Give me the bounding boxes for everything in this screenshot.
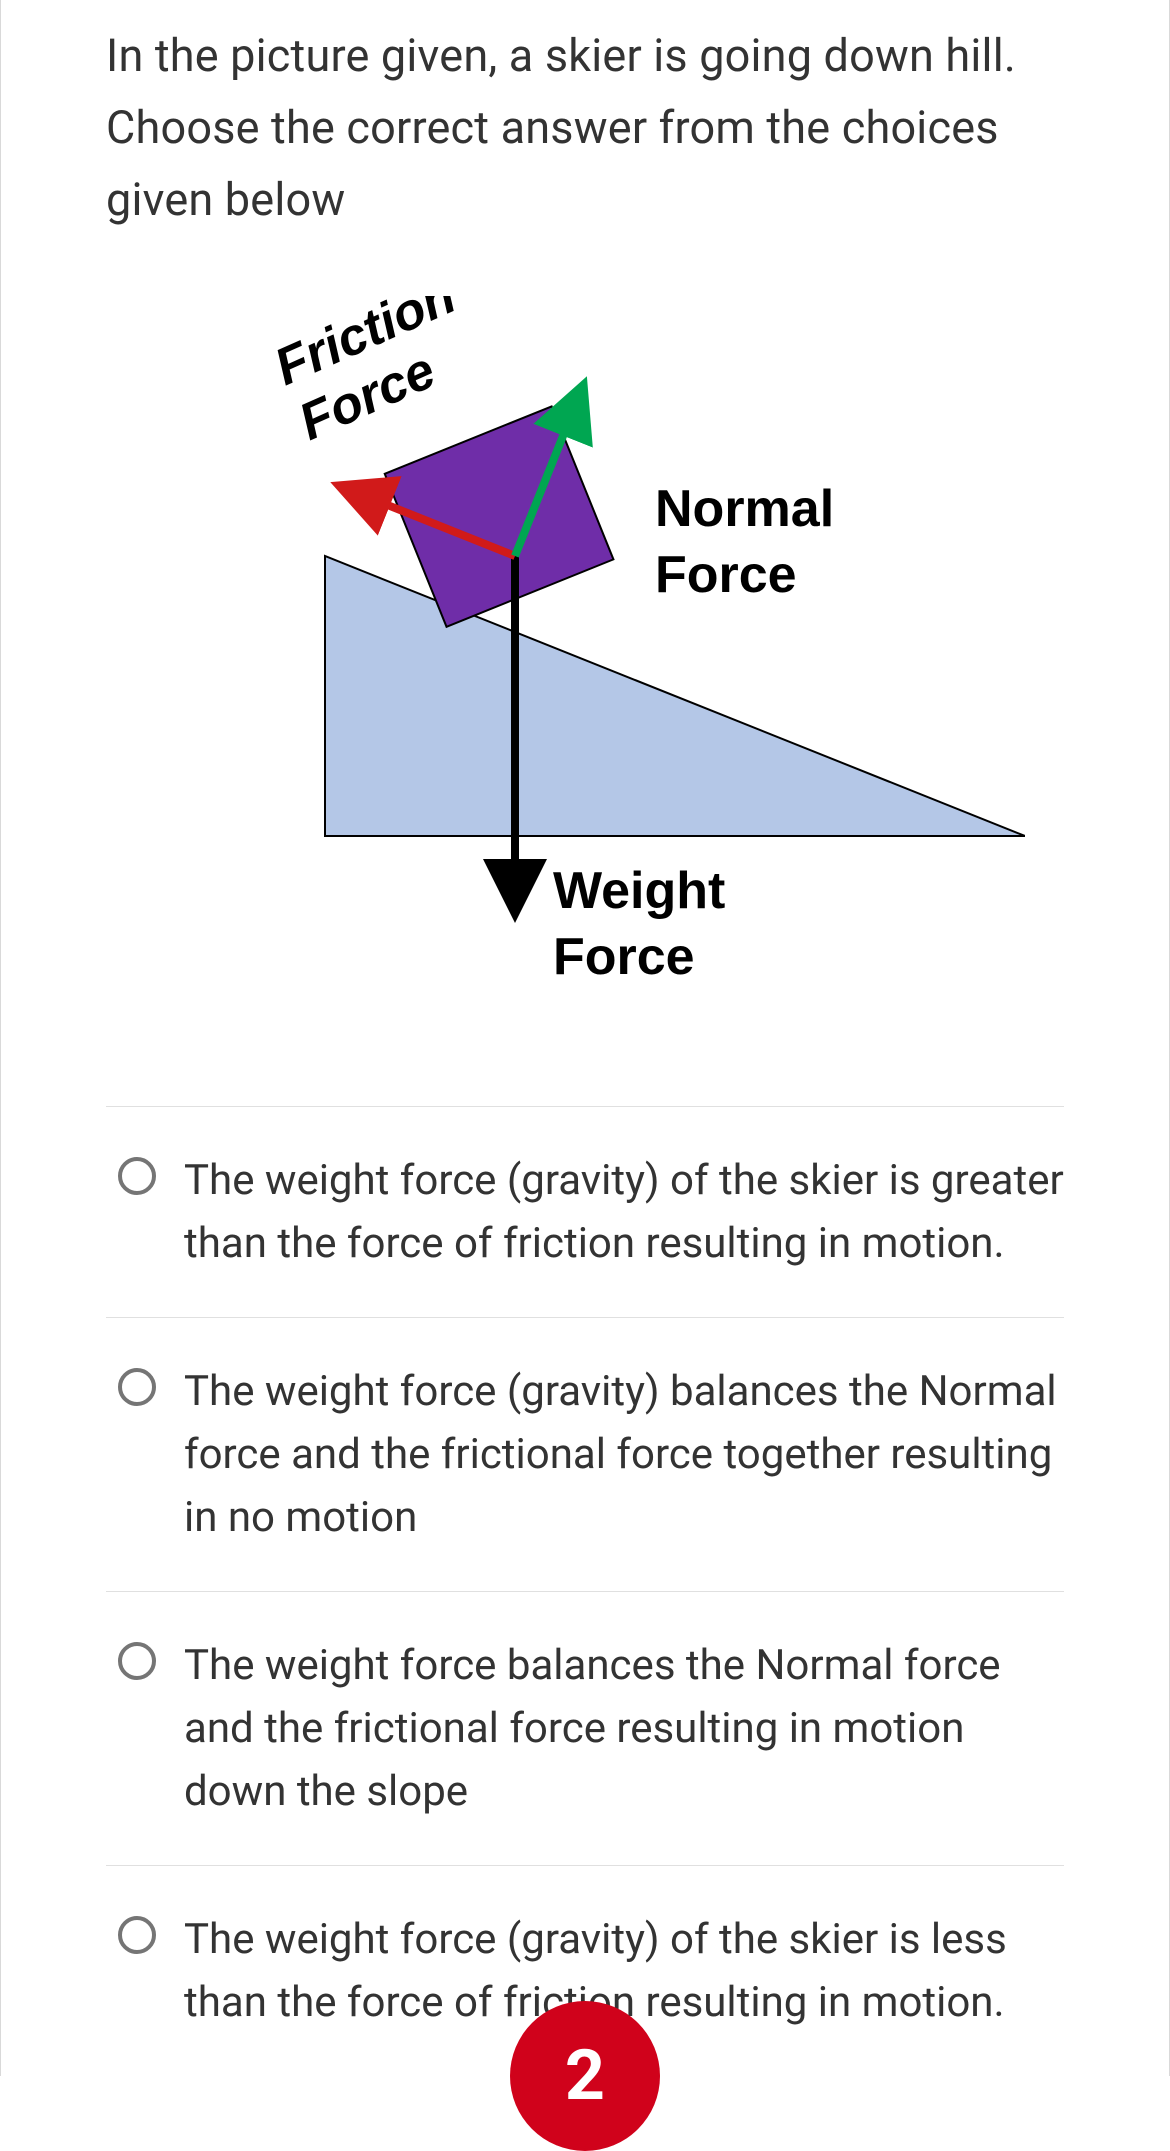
weight-force-label: Weight Force	[553, 862, 740, 986]
option-3[interactable]: The weight force balances the Normal for…	[106, 1592, 1064, 1866]
svg-text:Friction Force: Friction Force	[266, 296, 501, 452]
radio-icon	[118, 1368, 156, 1406]
question-prompt: In the picture given, a skier is going d…	[106, 20, 1064, 236]
option-text: The weight force (gravity) balances the …	[184, 1360, 1064, 1549]
radio-icon	[118, 1642, 156, 1680]
option-2[interactable]: The weight force (gravity) balances the …	[106, 1318, 1064, 1592]
option-text: The weight force balances the Normal for…	[184, 1634, 1064, 1823]
friction-force-label: Friction Force	[266, 296, 501, 452]
question-inner: In the picture given, a skier is going d…	[1, 0, 1169, 2076]
diagram-container: Friction Force Normal Force Weight Force	[106, 296, 1064, 1016]
question-card: In the picture given, a skier is going d…	[0, 0, 1170, 2076]
radio-icon	[118, 1916, 156, 1954]
question-number-badge[interactable]: 2	[510, 2001, 660, 2151]
option-1[interactable]: The weight force (gravity) of the skier …	[106, 1107, 1064, 1318]
option-text: The weight force (gravity) of the skier …	[184, 1149, 1064, 1275]
normal-force-label: Normal Force	[655, 480, 849, 604]
badge-value: 2	[565, 2035, 605, 2117]
options-list: The weight force (gravity) of the skier …	[106, 1106, 1064, 2076]
radio-icon	[118, 1157, 156, 1195]
incline-diagram: Friction Force Normal Force Weight Force	[145, 296, 1025, 1016]
